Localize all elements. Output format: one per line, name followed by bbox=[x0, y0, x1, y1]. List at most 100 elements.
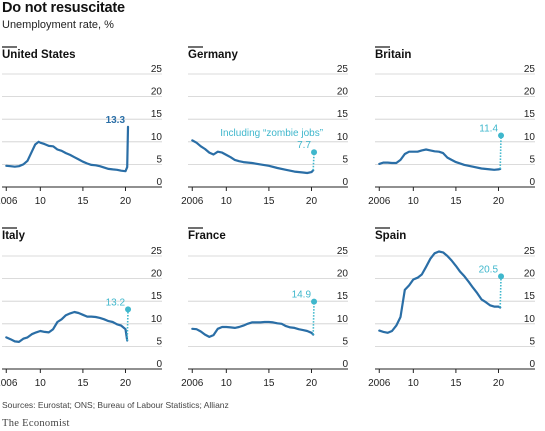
x-tick-label: 20 bbox=[120, 196, 132, 207]
y-tick-label: 5 bbox=[529, 154, 535, 165]
y-tick-label: 20 bbox=[337, 269, 349, 280]
y-tick-label: 5 bbox=[156, 336, 162, 347]
x-tick-label: 10 bbox=[221, 196, 233, 207]
projection-dotted-line bbox=[126, 309, 129, 341]
panel-france: France 25 20 15 10 5 0 2006 10 15 20 14.9 bbox=[181, 227, 349, 389]
value-label: 13.3 bbox=[106, 115, 126, 126]
series-line-italy bbox=[5, 310, 129, 343]
projection-point bbox=[125, 306, 132, 313]
x-tick-label: 20 bbox=[306, 196, 318, 207]
y-tick-label: 25 bbox=[151, 246, 163, 257]
panel-title-spain: Spain bbox=[375, 230, 406, 242]
y-tick-label: 5 bbox=[529, 336, 535, 347]
y-tick-label: 0 bbox=[342, 359, 348, 370]
x-tick-label: 15 bbox=[450, 378, 462, 389]
x-tick-label: 2006 bbox=[368, 378, 391, 389]
y-tick-label: 25 bbox=[151, 64, 163, 75]
projection-dotted-line bbox=[312, 301, 315, 335]
x-tick-label: 10 bbox=[35, 196, 47, 207]
value-label: 13.2 bbox=[106, 297, 126, 308]
y-tick-label: 20 bbox=[151, 87, 163, 98]
panel-spain: Spain 25 20 15 10 5 0 2006 10 15 20 20.5 bbox=[368, 227, 536, 389]
y-tick-label: 15 bbox=[524, 109, 536, 120]
projection-point bbox=[498, 132, 505, 139]
y-tick-label: 15 bbox=[151, 109, 163, 120]
x-tick-label: 15 bbox=[450, 196, 462, 207]
panel-italy: Italy 25 20 15 10 5 0 2006 10 15 20 13.2 bbox=[0, 227, 163, 389]
x-tick-label: 2006 bbox=[181, 196, 204, 207]
value-label: 20.5 bbox=[479, 264, 499, 275]
source-note: Sources: Eurostat; ONS; Bureau of Labour… bbox=[2, 400, 229, 410]
y-tick-label: 20 bbox=[151, 269, 163, 280]
x-tick-label: 15 bbox=[77, 378, 89, 389]
y-tick-label: 10 bbox=[151, 132, 163, 143]
x-tick-label: 10 bbox=[35, 378, 47, 389]
panel-title-britain: Britain bbox=[375, 49, 411, 61]
value-label: 14.9 bbox=[292, 290, 312, 301]
panel-germany: Germany 25 20 15 10 5 0 2006 10 15 20 7.7Including … bbox=[181, 46, 349, 207]
panel-title-united-states: United States bbox=[2, 49, 76, 61]
y-tick-label: 20 bbox=[337, 87, 349, 98]
x-tick-label: 15 bbox=[263, 196, 275, 207]
annotation-label: Including “zombie jobs” bbox=[220, 128, 323, 139]
y-tick-label: 0 bbox=[529, 177, 535, 188]
y-tick-label: 10 bbox=[151, 314, 163, 325]
y-tick-label: 25 bbox=[337, 64, 349, 75]
y-tick-label: 5 bbox=[342, 336, 348, 347]
y-tick-label: 0 bbox=[529, 359, 535, 370]
x-tick-label: 20 bbox=[493, 378, 505, 389]
value-label: 7.7 bbox=[297, 140, 311, 151]
y-tick-label: 25 bbox=[524, 246, 536, 257]
y-tick-label: 25 bbox=[524, 64, 536, 75]
x-tick-label: 10 bbox=[221, 378, 233, 389]
y-tick-label: 15 bbox=[337, 109, 349, 120]
value-label: 11.4 bbox=[479, 123, 498, 134]
x-tick-label: 2006 bbox=[181, 378, 204, 389]
y-tick-label: 5 bbox=[342, 154, 348, 165]
panel-united-states: United States 25 20 15 10 5 0 2006 10 15 20 13.3 bbox=[0, 46, 163, 207]
y-tick-label: 20 bbox=[524, 269, 536, 280]
x-tick-label: 2006 bbox=[0, 378, 18, 389]
series-line-spain bbox=[378, 250, 502, 334]
panel-title-france: France bbox=[188, 230, 226, 242]
y-tick-label: 10 bbox=[524, 132, 536, 143]
chart-subtitle: Unemployment rate, % bbox=[2, 19, 114, 31]
y-tick-label: 0 bbox=[156, 177, 162, 188]
x-tick-label: 10 bbox=[408, 378, 420, 389]
y-tick-label: 25 bbox=[337, 246, 349, 257]
projection-point bbox=[498, 273, 505, 280]
y-tick-label: 10 bbox=[337, 314, 349, 325]
y-tick-label: 15 bbox=[337, 291, 349, 302]
panel-title-germany: Germany bbox=[188, 49, 238, 61]
y-tick-label: 0 bbox=[342, 177, 348, 188]
y-tick-label: 10 bbox=[524, 314, 536, 325]
x-tick-label: 20 bbox=[306, 378, 318, 389]
x-tick-label: 20 bbox=[493, 196, 505, 207]
y-tick-label: 10 bbox=[337, 132, 349, 143]
x-tick-label: 20 bbox=[120, 378, 132, 389]
x-tick-label: 15 bbox=[263, 378, 275, 389]
panel-britain: Britain 25 20 15 10 5 0 2006 10 15 20 11.4 bbox=[368, 46, 536, 207]
y-tick-label: 15 bbox=[151, 291, 163, 302]
projection-dotted-line bbox=[499, 276, 502, 308]
y-tick-label: 20 bbox=[524, 87, 536, 98]
projection-dotted-line bbox=[312, 152, 315, 171]
series-line-united-states bbox=[5, 125, 130, 173]
publisher-brand: The Economist bbox=[2, 418, 70, 429]
chart-title: Do not resuscitate bbox=[2, 0, 125, 16]
x-tick-label: 2006 bbox=[0, 196, 18, 207]
x-tick-label: 2006 bbox=[368, 196, 391, 207]
projection-dotted-line bbox=[499, 135, 502, 169]
y-tick-label: 15 bbox=[524, 291, 536, 302]
y-tick-label: 5 bbox=[156, 154, 162, 165]
x-tick-label: 10 bbox=[408, 196, 420, 207]
series-line-germany bbox=[191, 139, 315, 175]
series-line-britain bbox=[378, 148, 502, 171]
series-line-france bbox=[191, 320, 315, 338]
projection-point bbox=[311, 298, 318, 305]
panel-title-italy: Italy bbox=[2, 230, 26, 242]
x-tick-label: 15 bbox=[77, 196, 89, 207]
y-tick-label: 0 bbox=[156, 359, 162, 370]
projection-point bbox=[311, 149, 318, 156]
